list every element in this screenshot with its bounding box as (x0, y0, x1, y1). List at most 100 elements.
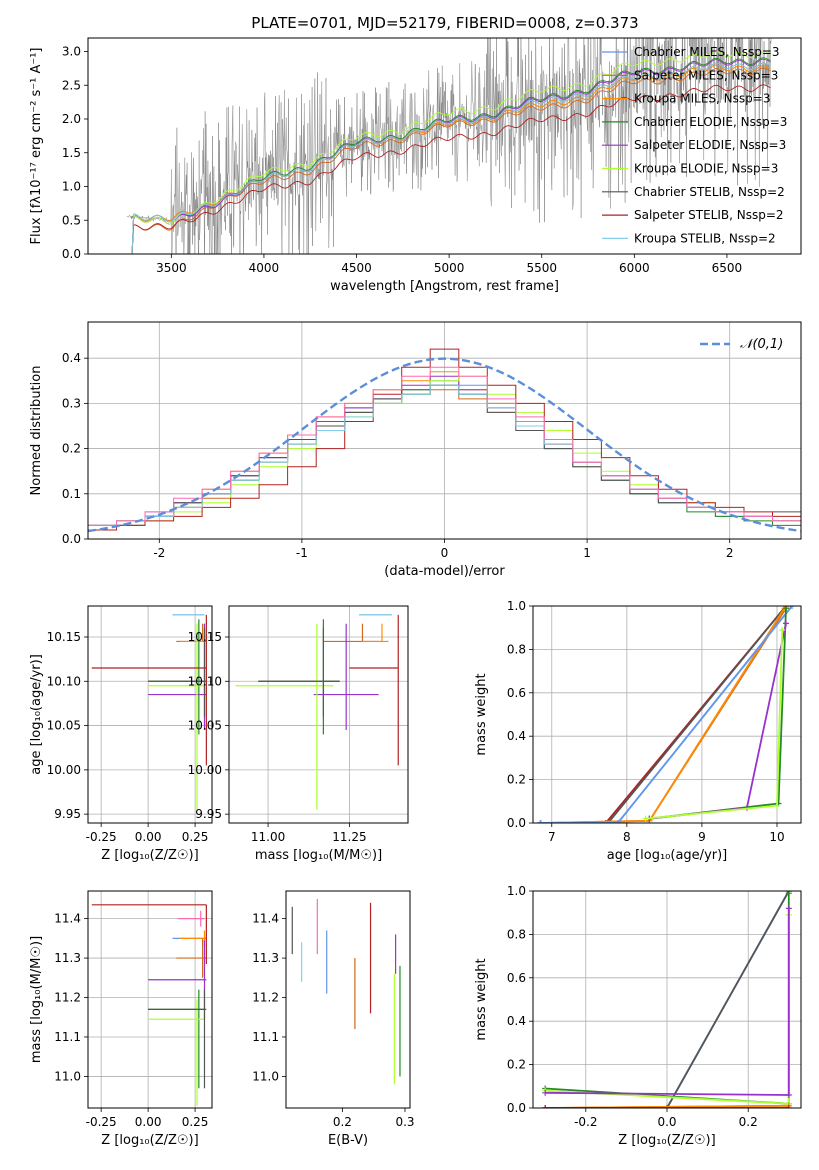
axes-frame (285, 890, 411, 1109)
x-tick-label: 4500 (341, 261, 372, 275)
y-tick-label: 0.4 (507, 729, 526, 743)
x-tick-label: 1 (583, 546, 591, 560)
model-spectrum-line (130, 84, 771, 254)
plot-area-weight_vs_Z (542, 891, 792, 1108)
errorbar-point (258, 628, 340, 717)
legend-entry: Kroupa MILES, Nssp=3 (634, 92, 770, 106)
y-tick-label: 0.0 (62, 532, 81, 546)
model-spectrum-line (130, 62, 771, 254)
panel-mass_vs_Z: -0.25 0.00 0.25 11.0 11.1 11.2 11.3 11.4 Z [log₁… (29, 890, 213, 1148)
plot-area-weight_vs_age (537, 606, 795, 823)
errorbar-point (349, 614, 399, 766)
y-tick-label: 0.8 (507, 927, 526, 941)
y-tick-label: 0.5 (62, 213, 81, 227)
weight-marker (785, 1105, 792, 1108)
axes-frame (228, 605, 409, 824)
x-tick-label: -0.25 (86, 830, 117, 844)
errorbar-point (148, 628, 207, 717)
y-tick-label: 0.2 (507, 773, 526, 787)
axes-frame (87, 37, 802, 255)
y-axis-label: mass weight (474, 958, 489, 1040)
x-tick-label: 10 (769, 830, 784, 844)
y-tick-label: 11.0 (54, 1069, 81, 1083)
y-tick-label: 10.05 (188, 719, 222, 733)
plot-area-mass_vs_ebv (291, 898, 401, 1085)
ticks-mass_vs_Z: -0.25 0.00 0.25 11.0 11.1 11.2 11.3 11.4 (54, 912, 208, 1129)
plot-area-mass_vs_Z (91, 904, 207, 1107)
legend-entry: Salpeter MILES, Nssp=3 (634, 68, 778, 82)
legend-entry: Chabrier STELIB, Nssp=2 (634, 185, 785, 199)
panel-residuals: -2 -1 0 1 2 0.0 0.1 0.2 0.3 0.4 (data-model)/error… (29, 321, 802, 579)
y-tick-label: 10.10 (188, 674, 222, 688)
ticks-spectrum: 3500 4000 4500 5000 5500 6000 6500 0.0 0.5 1.0 1.5… (62, 45, 742, 276)
y-axis-label: Normed distribution (29, 366, 44, 496)
panel-weight_vs_Z: -0.2 0.0 0.2 0.0 0.2 0.4 0.6 0.8 1.0 Z [log₁₀(Z/Z… (474, 884, 802, 1148)
x-tick-label: 0 (441, 546, 449, 560)
y-tick-label: 11.3 (54, 951, 81, 965)
data-spectrum-line (126, 38, 772, 254)
y-tick-label: 0.8 (507, 642, 526, 656)
legend-entry: Salpeter ELODIE, Nssp=3 (634, 138, 786, 152)
weight-marker (782, 620, 789, 627)
histogram-step (88, 348, 801, 531)
y-tick-label: 1.0 (507, 884, 526, 898)
errorbar-point (313, 623, 379, 730)
errorbar-point (91, 904, 207, 964)
x-tick-label: 0.0 (657, 1115, 676, 1129)
axes-frame (87, 321, 802, 540)
x-axis-label: mass [log₁₀(M/M☉)] (255, 848, 382, 863)
x-axis-label: Z [log₁₀(Z/Z☉)] (618, 1133, 715, 1148)
panel-age_vs_Z: -0.25 0.00 0.25 9.95 10.00 10.05 10.10 10.15 Z [… (29, 605, 213, 863)
model-spectrum-line (130, 67, 771, 254)
y-tick-label: 0.3 (62, 396, 81, 410)
x-axis-label: E(B-V) (328, 1133, 368, 1148)
model-spectrum-line (130, 50, 771, 254)
plot-area-age_vs_mass (235, 614, 399, 810)
x-tick-label: 6000 (619, 261, 650, 275)
ticks-weight_vs_age: 7 8 9 10 0.0 0.2 0.4 0.6 0.8 1.0 (507, 599, 785, 844)
weight-line (545, 891, 790, 1108)
weight-marker (788, 606, 795, 609)
normal-curve (88, 357, 801, 533)
plot-area-age_vs_Z (91, 614, 207, 810)
y-tick-label: 10.10 (47, 674, 81, 688)
errorbar-point (148, 989, 207, 1089)
y-tick-label: 11.3 (252, 951, 279, 965)
weight-line (540, 606, 793, 823)
weight-marker (785, 905, 792, 912)
panel-age_vs_mass: 11.00 11.25 9.95 10.00 10.05 10.10 10.15 mass [… (188, 605, 409, 863)
histogram-step (88, 366, 801, 526)
x-tick-label: 0.2 (739, 1115, 758, 1129)
x-tick-label: 2 (726, 546, 734, 560)
x-tick-label: -0.25 (86, 1115, 117, 1129)
errorbar-point (176, 938, 207, 978)
x-axis-label: age [log₁₀(age/yr)] (607, 848, 728, 863)
ticks-residuals: -2 -1 0 1 2 0.0 0.1 0.2 0.3 0.4 (62, 351, 734, 560)
x-tick-label: 9 (698, 830, 706, 844)
x-tick-label: 4000 (249, 261, 280, 275)
x-tick-label: 11.00 (251, 830, 285, 844)
errorbar-point (178, 910, 205, 927)
x-tick-label: 11.25 (332, 830, 366, 844)
x-tick-label: -1 (296, 546, 308, 560)
x-tick-label: 0.00 (135, 1115, 162, 1129)
errorbar-point (148, 999, 205, 1107)
panel-mass_vs_ebv: 0.2 0.3 11.0 11.1 11.2 11.3 11.4 E(B-V) (252, 890, 415, 1148)
errorbar-point (235, 623, 334, 810)
x-tick-label: 7 (548, 830, 556, 844)
weight-marker (785, 1091, 792, 1098)
y-tick-label: 11.2 (54, 991, 81, 1005)
x-axis-label: wavelength [Angstrom, rest frame] (330, 279, 559, 294)
weight-marker (779, 626, 786, 633)
y-tick-label: 10.05 (47, 719, 81, 733)
y-tick-label: 11.1 (252, 1030, 279, 1044)
panel-spectrum: 3500 4000 4500 5000 5500 6000 6500 0.0 0.5 1.0 1.5… (29, 37, 802, 294)
x-tick-label: -2 (153, 546, 165, 560)
ticks-age_vs_mass: 11.00 11.25 9.95 10.00 10.05 10.10 10.15 (188, 630, 367, 844)
weight-marker (542, 1105, 549, 1108)
errorbar-point (148, 623, 205, 810)
x-tick-label: 5000 (434, 261, 465, 275)
y-tick-label: 0.6 (507, 686, 526, 700)
y-tick-label: 0.0 (507, 816, 526, 830)
x-tick-label: 0.3 (395, 1115, 414, 1129)
